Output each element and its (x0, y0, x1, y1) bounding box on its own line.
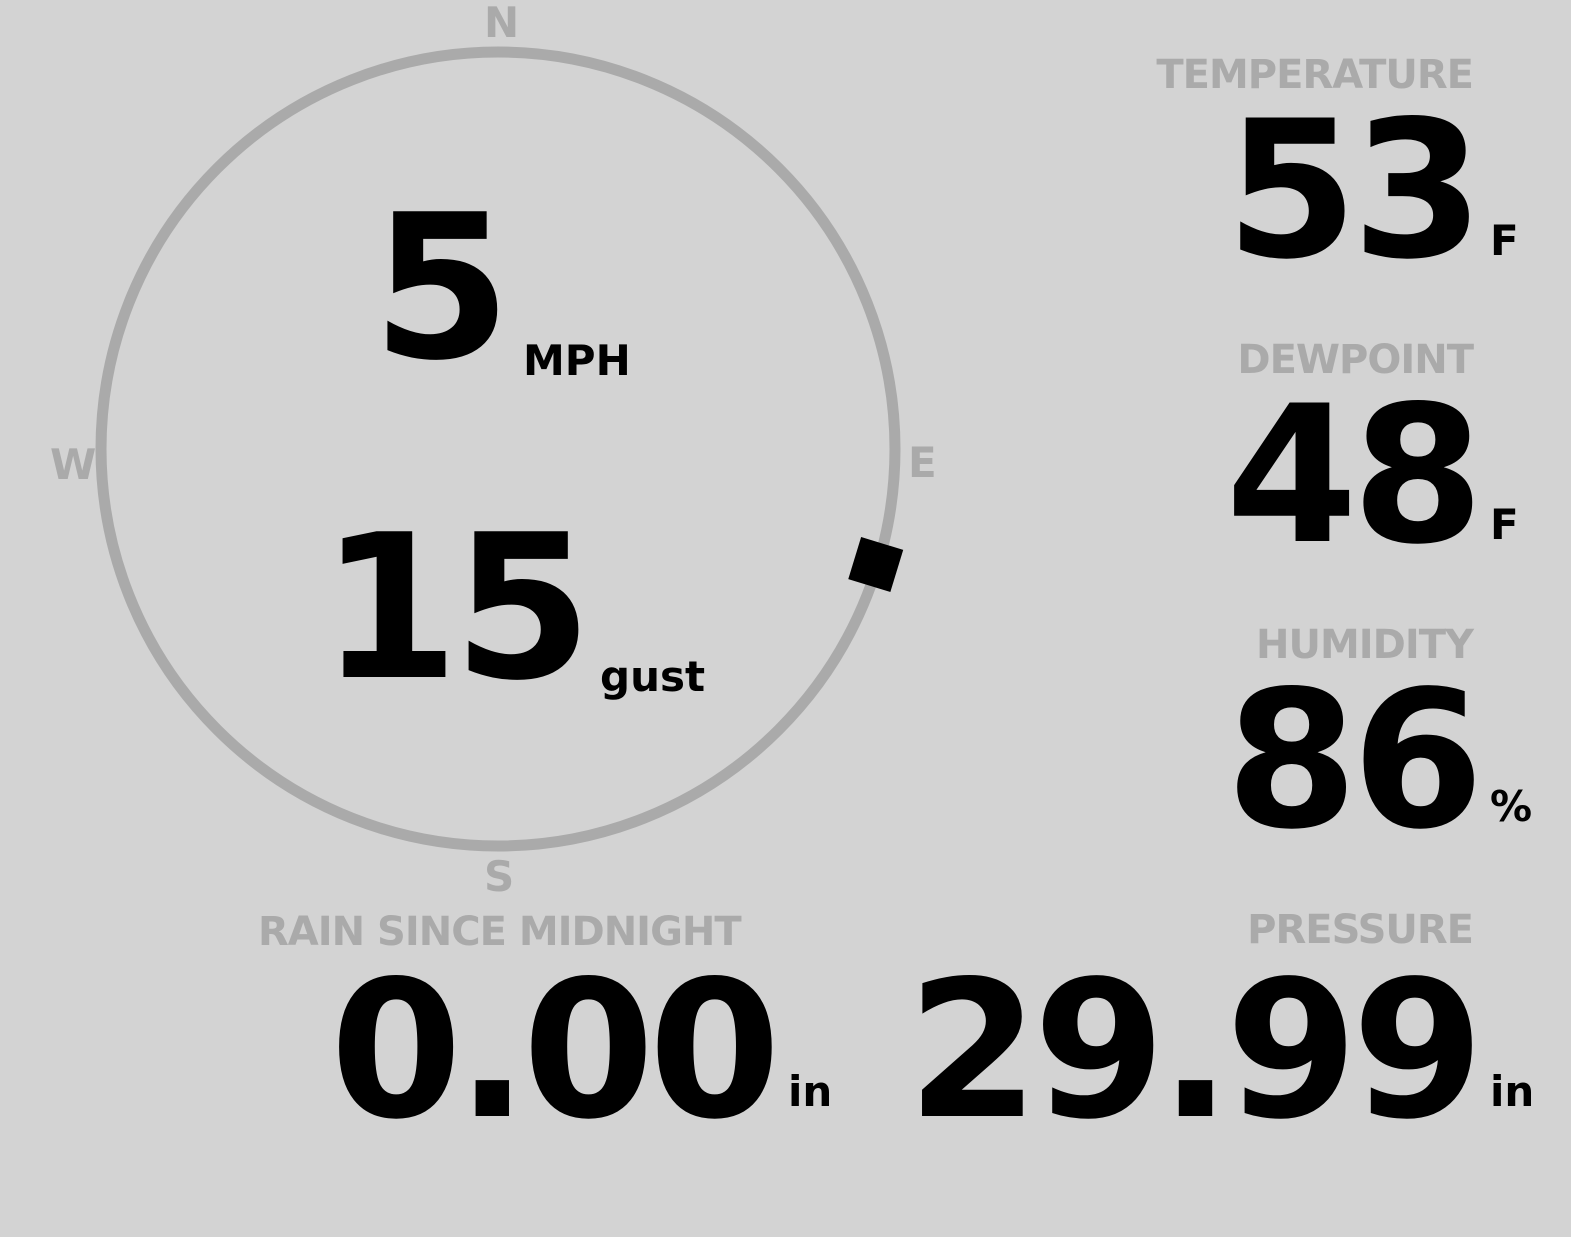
rain-unit: in (788, 1067, 833, 1116)
wind-direction-marker (848, 537, 904, 592)
pressure-value: 29.99 (907, 940, 1484, 1161)
compass-west: W (50, 440, 97, 489)
temperature-unit: F (1490, 216, 1519, 265)
compass-dial (95, 46, 904, 852)
dewpoint-label: DEWPOINT (1237, 337, 1474, 383)
dewpoint-value: 48 (1225, 365, 1484, 586)
wind-gust-value: 15 (320, 492, 592, 725)
pressure-label: PRESSURE (1247, 907, 1474, 953)
temperature-label: TEMPERATURE (1156, 52, 1474, 98)
wind-gust-unit: gust (600, 652, 706, 701)
rain-value: 0.00 (330, 940, 781, 1161)
wind-speed-unit: MPH (523, 336, 631, 385)
pressure-unit: in (1490, 1067, 1535, 1116)
compass-south: S (484, 852, 515, 901)
compass-east: E (908, 438, 937, 487)
wind-speed-value: 5 (372, 172, 511, 405)
humidity-value: 86 (1225, 650, 1484, 871)
humidity-label: HUMIDITY (1256, 622, 1474, 668)
rain-label: RAIN SINCE MIDNIGHT (258, 909, 742, 955)
humidity-unit: % (1490, 782, 1533, 831)
temperature-value: 53 (1225, 80, 1484, 301)
dewpoint-unit: F (1490, 500, 1519, 549)
compass-ring (95, 46, 901, 852)
compass-north: N (484, 0, 520, 47)
